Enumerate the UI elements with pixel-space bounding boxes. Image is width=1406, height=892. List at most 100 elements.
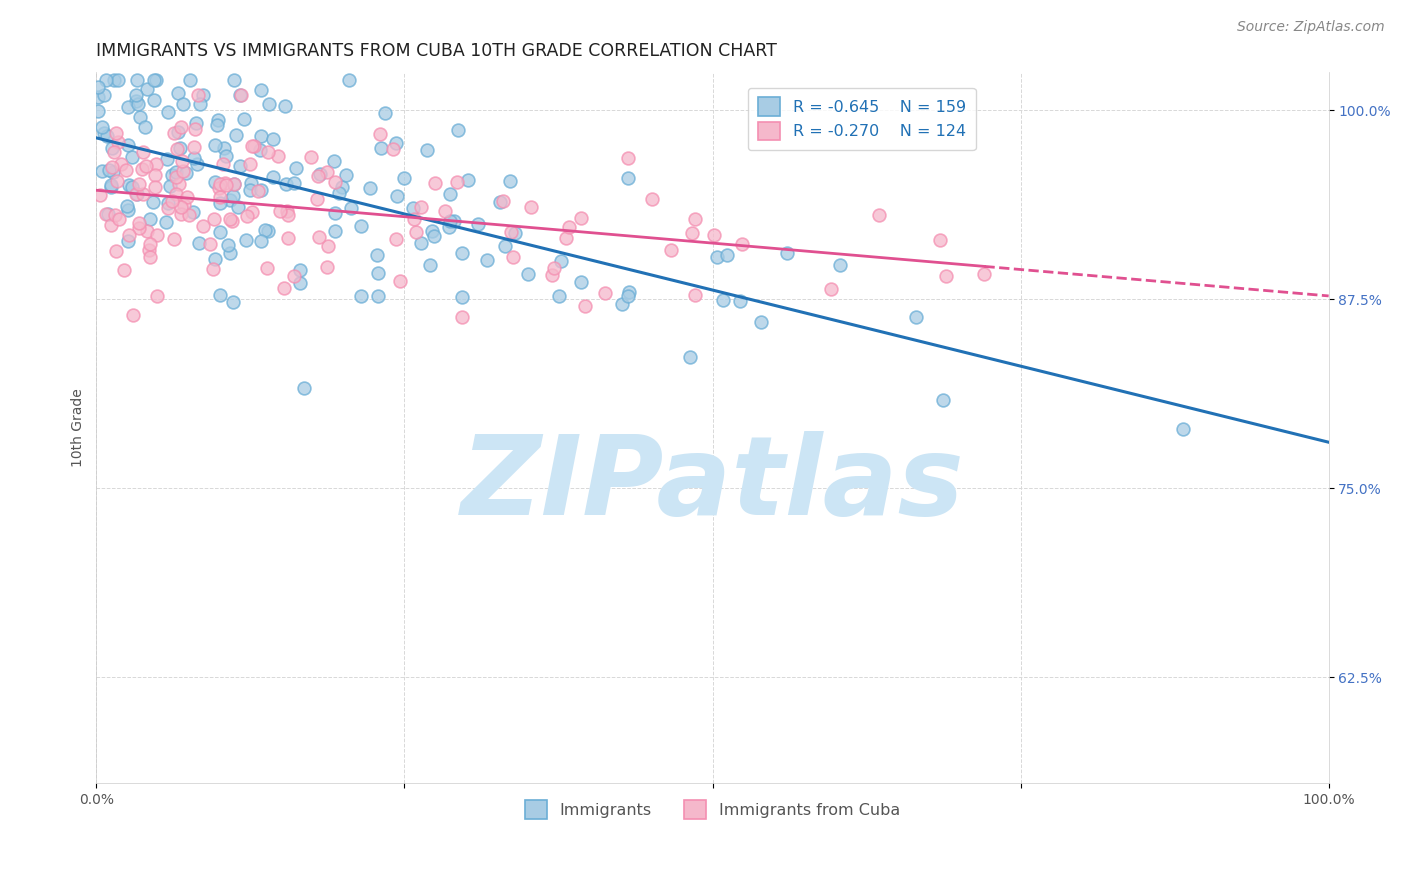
Point bbox=[307, 192, 329, 206]
Point bbox=[94, 207, 117, 221]
Point bbox=[249, 83, 271, 97]
Point bbox=[243, 139, 266, 153]
Point bbox=[107, 135, 129, 149]
Point bbox=[467, 217, 489, 231]
Point bbox=[208, 225, 231, 239]
Point bbox=[308, 230, 330, 244]
Point bbox=[204, 137, 226, 152]
Point bbox=[209, 287, 232, 301]
Point bbox=[145, 156, 167, 170]
Point bbox=[181, 204, 204, 219]
Point bbox=[239, 183, 262, 197]
Point bbox=[226, 200, 249, 214]
Point bbox=[330, 180, 353, 194]
Point bbox=[89, 188, 111, 202]
Point bbox=[208, 190, 231, 204]
Point bbox=[204, 252, 226, 266]
Point bbox=[160, 168, 183, 182]
Point bbox=[503, 227, 526, 241]
Point bbox=[169, 141, 191, 155]
Point bbox=[100, 178, 122, 193]
Point bbox=[775, 246, 797, 260]
Point bbox=[935, 269, 957, 284]
Point bbox=[367, 289, 389, 303]
Point bbox=[276, 203, 298, 218]
Point bbox=[250, 128, 273, 143]
Point bbox=[219, 212, 242, 227]
Point bbox=[273, 281, 295, 295]
Point bbox=[617, 151, 640, 165]
Point bbox=[323, 153, 346, 168]
Point bbox=[207, 118, 229, 132]
Point bbox=[170, 200, 193, 214]
Point bbox=[617, 288, 640, 302]
Point bbox=[90, 120, 112, 134]
Point bbox=[716, 248, 738, 262]
Point bbox=[499, 174, 522, 188]
Point bbox=[103, 145, 125, 160]
Point bbox=[139, 236, 162, 251]
Point bbox=[335, 168, 357, 182]
Point bbox=[706, 250, 728, 264]
Point bbox=[489, 195, 512, 210]
Point bbox=[214, 176, 236, 190]
Point bbox=[163, 126, 186, 140]
Point bbox=[457, 173, 479, 187]
Point bbox=[367, 266, 389, 280]
Point bbox=[145, 73, 167, 87]
Point bbox=[107, 211, 129, 226]
Text: IMMIGRANTS VS IMMIGRANTS FROM CUBA 10TH GRADE CORRELATION CHART: IMMIGRANTS VS IMMIGRANTS FROM CUBA 10TH … bbox=[97, 42, 778, 60]
Point bbox=[184, 116, 207, 130]
Point bbox=[211, 157, 233, 171]
Point bbox=[679, 350, 702, 364]
Point bbox=[446, 123, 468, 137]
Point bbox=[420, 224, 443, 238]
Point bbox=[229, 88, 252, 103]
Point bbox=[574, 299, 596, 313]
Point bbox=[208, 181, 231, 195]
Point bbox=[91, 163, 114, 178]
Point bbox=[138, 211, 160, 226]
Point bbox=[323, 224, 346, 238]
Point bbox=[247, 184, 270, 198]
Point bbox=[98, 162, 121, 177]
Point bbox=[502, 250, 524, 264]
Point bbox=[283, 269, 305, 284]
Point bbox=[439, 219, 461, 234]
Point bbox=[214, 149, 236, 163]
Point bbox=[277, 207, 299, 221]
Point bbox=[973, 267, 995, 281]
Point bbox=[157, 195, 180, 210]
Point bbox=[520, 200, 543, 214]
Point bbox=[405, 225, 427, 239]
Point bbox=[557, 219, 579, 234]
Point bbox=[703, 227, 725, 242]
Point bbox=[143, 73, 166, 87]
Point bbox=[284, 161, 307, 175]
Point bbox=[409, 235, 432, 250]
Point bbox=[288, 263, 311, 277]
Point bbox=[167, 125, 190, 139]
Point bbox=[125, 94, 148, 108]
Point bbox=[143, 94, 166, 108]
Point bbox=[236, 209, 259, 223]
Point bbox=[115, 199, 138, 213]
Point bbox=[156, 105, 179, 120]
Legend: Immigrants, Immigrants from Cuba: Immigrants, Immigrants from Cuba bbox=[519, 794, 907, 825]
Point bbox=[366, 248, 388, 262]
Point bbox=[165, 164, 187, 178]
Point bbox=[904, 310, 927, 324]
Point bbox=[224, 73, 246, 87]
Point bbox=[188, 235, 211, 250]
Point bbox=[117, 203, 139, 218]
Point bbox=[492, 194, 515, 209]
Point bbox=[134, 120, 156, 135]
Point bbox=[359, 181, 381, 195]
Point bbox=[127, 97, 149, 112]
Point bbox=[112, 262, 135, 277]
Point bbox=[172, 154, 194, 169]
Point bbox=[269, 204, 291, 219]
Point bbox=[201, 262, 224, 277]
Point bbox=[932, 392, 955, 407]
Point bbox=[439, 186, 461, 201]
